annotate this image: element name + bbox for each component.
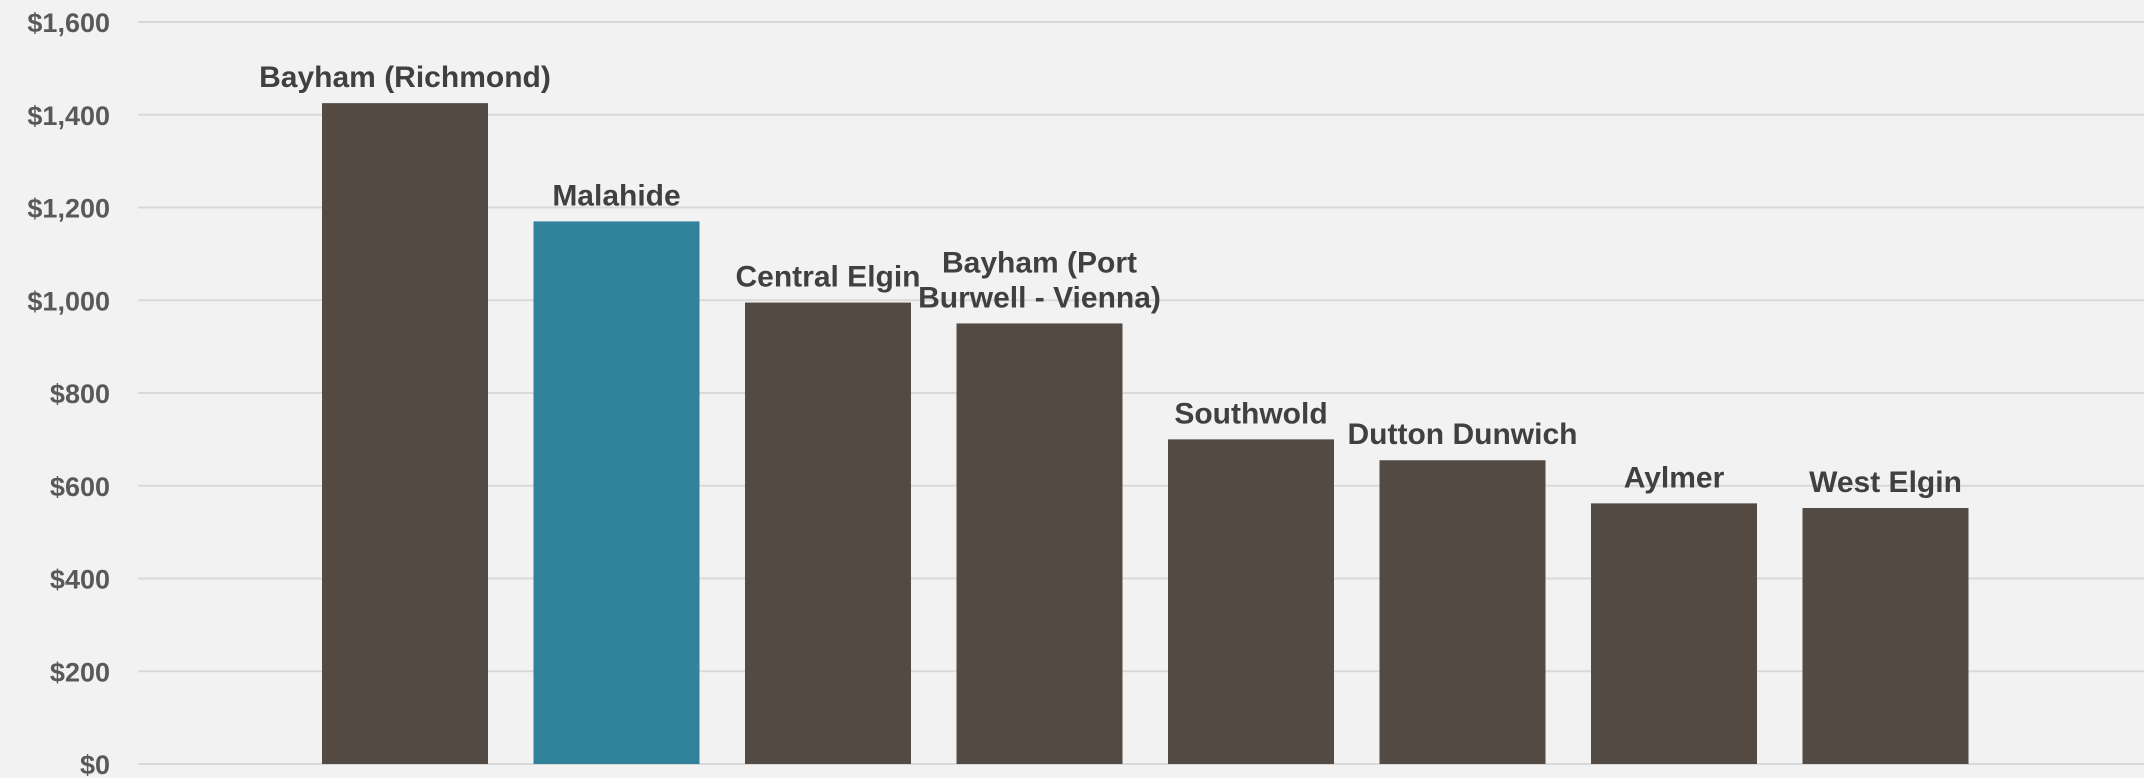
- bar: [1802, 508, 1969, 764]
- bar-label-line: West Elgin: [1809, 466, 1962, 499]
- bar-label-line: Aylmer: [1624, 461, 1725, 494]
- bar-label-line: Burwell - Vienna): [918, 281, 1161, 314]
- y-tick-label: $1,400: [27, 101, 110, 131]
- bar-label: West Elgin: [1809, 466, 1962, 499]
- bar-label: Malahide: [552, 179, 680, 212]
- bar-label: Dutton Dunwich: [1348, 418, 1578, 451]
- bar: [1168, 439, 1334, 764]
- bar-label-line: Bayham (Port: [942, 246, 1137, 279]
- bar-label: Central Elgin: [735, 261, 920, 294]
- bar-label-line: Bayham (Richmond): [259, 61, 551, 94]
- bar-label: Bayham (Port Burwell - Vienna): [918, 246, 1161, 314]
- bar-label-line: Central Elgin: [735, 261, 920, 294]
- bars: [322, 103, 1969, 765]
- bar: [1591, 503, 1757, 764]
- y-tick-label: $1,600: [27, 8, 110, 38]
- bar-label-line: Southwold: [1174, 397, 1327, 430]
- y-tick-label: $1,000: [27, 286, 110, 316]
- y-tick-label: $400: [50, 565, 110, 595]
- bar: [745, 302, 911, 764]
- bar: [956, 323, 1123, 764]
- bar-label: Bayham (Richmond): [259, 61, 551, 94]
- y-axis-tick-labels: $0 $200 $400 $600 $800 $1,000 $1,200 $1,400 $1,6…: [27, 8, 110, 778]
- y-tick-label: $1,200: [27, 194, 110, 224]
- bar: [1379, 460, 1546, 764]
- bar: [322, 103, 488, 764]
- bar-label: Southwold: [1174, 397, 1327, 430]
- bar-label-line: Dutton Dunwich: [1348, 418, 1578, 451]
- bar-label-line: Malahide: [552, 179, 680, 212]
- y-tick-label: $800: [50, 379, 110, 409]
- bar: [533, 221, 700, 765]
- y-tick-label: $600: [50, 472, 110, 502]
- y-tick-label: $0: [80, 750, 110, 778]
- y-tick-label: $200: [50, 657, 110, 687]
- bar-label: Aylmer: [1624, 461, 1725, 494]
